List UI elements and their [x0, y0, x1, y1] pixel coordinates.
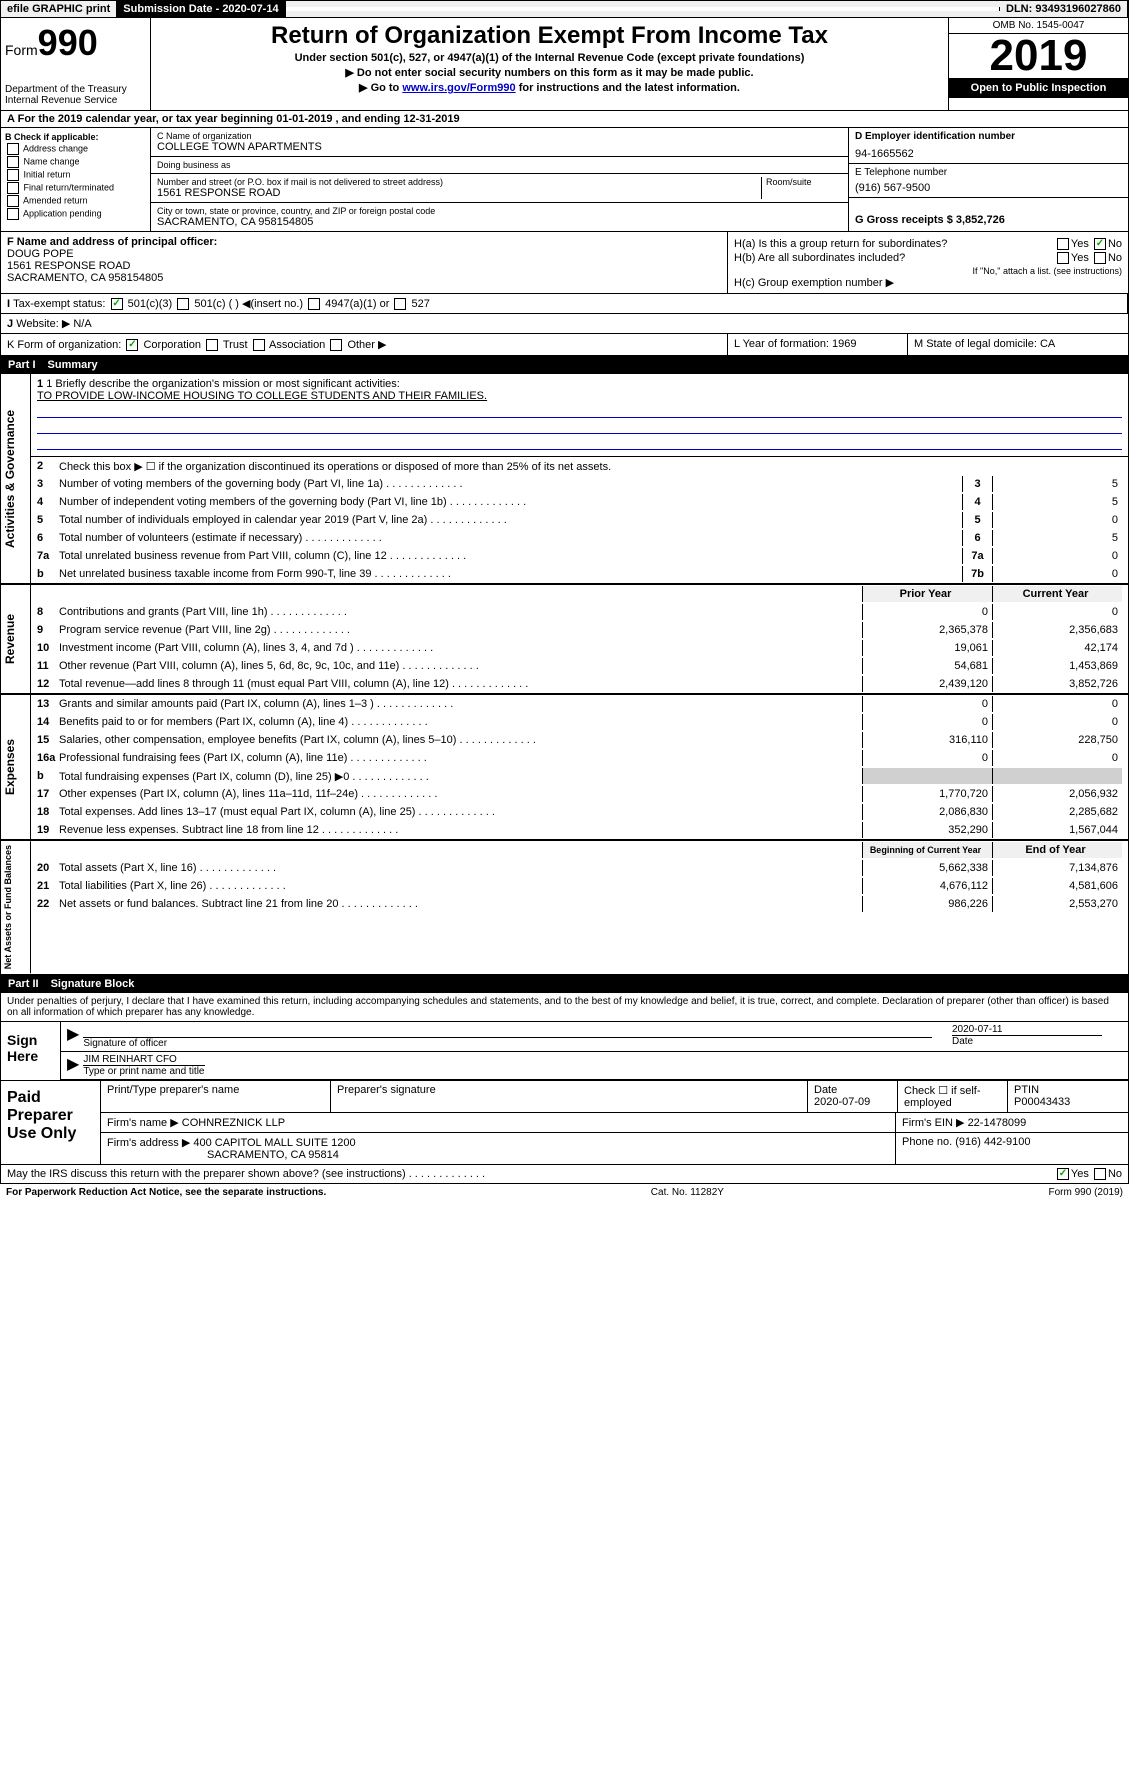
tax-year: 2019 — [949, 34, 1128, 78]
submission-date: Submission Date - 2020-07-14 — [117, 1, 285, 17]
subtitle-1: Under section 501(c), 527, or 4947(a)(1)… — [155, 52, 944, 64]
dba-label: Doing business as — [151, 157, 848, 174]
irs-link[interactable]: www.irs.gov/Form990 — [402, 82, 515, 94]
perjury-text: Under penalties of perjury, I declare th… — [1, 993, 1128, 1022]
summary-table: Activities & Governance 1 1 Briefly desc… — [0, 374, 1129, 974]
subtitle-3: ▶ Go to www.irs.gov/Form990 for instruct… — [155, 81, 944, 94]
tax-year-row: A For the 2019 calendar year, or tax yea… — [0, 111, 1129, 128]
state-domicile: M State of legal domicile: CA — [908, 334, 1128, 355]
firm-phone: (916) 442-9100 — [955, 1136, 1030, 1148]
preparer-section: Paid Preparer Use Only Print/Type prepar… — [0, 1081, 1129, 1165]
section-bcd: B Check if applicable: Address change Na… — [0, 128, 1129, 232]
section-c: C Name of organization COLLEGE TOWN APAR… — [151, 128, 848, 231]
part1-header: Part ISummary — [0, 356, 1129, 374]
section-h: H(a) Is this a group return for subordin… — [728, 232, 1128, 293]
ein: 94-1665562 — [855, 148, 1122, 160]
section-b: B Check if applicable: Address change Na… — [1, 128, 151, 231]
mission-text: TO PROVIDE LOW-INCOME HOUSING TO COLLEGE… — [37, 390, 1122, 402]
ptin: P00043433 — [1014, 1096, 1070, 1108]
officer-printed-name: JIM REINHART CFO — [83, 1054, 204, 1066]
chk-initial[interactable]: Initial return — [5, 169, 146, 181]
subtitle-2: ▶ Do not enter social security numbers o… — [155, 66, 944, 79]
form-title: Return of Organization Exempt From Incom… — [155, 22, 944, 50]
org-name: COLLEGE TOWN APARTMENTS — [157, 141, 842, 153]
discuss-row: May the IRS discuss this return with the… — [0, 1165, 1129, 1184]
firm-ein: 22-1478099 — [968, 1117, 1027, 1129]
chk-final[interactable]: Final return/terminated — [5, 182, 146, 194]
sign-here-label: Sign Here — [1, 1022, 61, 1080]
side-revenue: Revenue — [1, 585, 31, 693]
row-i: I Tax-exempt status: 501(c)(3) 501(c) ( … — [0, 294, 1129, 314]
chk-address[interactable]: Address change — [5, 143, 146, 155]
room-label: Room/suite — [762, 177, 842, 199]
officer-name: DOUG POPE — [7, 248, 721, 260]
dln: DLN: 93493196027860 — [1000, 1, 1128, 17]
spacer — [286, 7, 1000, 11]
preparer-label: Paid Preparer Use Only — [1, 1081, 101, 1164]
form-number: Form990 — [5, 22, 146, 64]
chk-name[interactable]: Name change — [5, 156, 146, 168]
phone: (916) 567-9500 — [855, 182, 1122, 194]
footer: For Paperwork Reduction Act Notice, see … — [0, 1184, 1129, 1201]
signature-section: Under penalties of perjury, I declare th… — [0, 993, 1129, 1081]
side-netassets: Net Assets or Fund Balances — [1, 841, 31, 973]
street-address: 1561 RESPONSE ROAD — [157, 187, 757, 199]
chk-pending[interactable]: Application pending — [5, 208, 146, 220]
part2-header: Part IISignature Block — [0, 975, 1129, 993]
section-fh: F Name and address of principal officer:… — [0, 232, 1129, 294]
section-f: F Name and address of principal officer:… — [1, 232, 728, 293]
open-public: Open to Public Inspection — [949, 78, 1128, 98]
row-klm: K Form of organization: Corporation Trus… — [0, 334, 1129, 356]
year-formation: L Year of formation: 1969 — [728, 334, 908, 355]
dept-treasury: Department of the Treasury Internal Reve… — [5, 84, 146, 106]
row-j: J Website: ▶ N/A — [0, 314, 1129, 334]
form-header: Form990 Department of the Treasury Inter… — [0, 18, 1129, 111]
city-state-zip: SACRAMENTO, CA 958154805 — [157, 216, 842, 228]
side-governance: Activities & Governance — [1, 374, 31, 583]
firm-name: COHNREZNICK LLP — [182, 1117, 285, 1129]
section-d: D Employer identification number 94-1665… — [848, 128, 1128, 231]
chk-amended[interactable]: Amended return — [5, 195, 146, 207]
gross-receipts: G Gross receipts $ 3,852,726 — [849, 198, 1128, 229]
efile-label[interactable]: efile GRAPHIC print — [1, 1, 117, 17]
side-expenses: Expenses — [1, 695, 31, 839]
top-bar: efile GRAPHIC print Submission Date - 20… — [0, 0, 1129, 18]
